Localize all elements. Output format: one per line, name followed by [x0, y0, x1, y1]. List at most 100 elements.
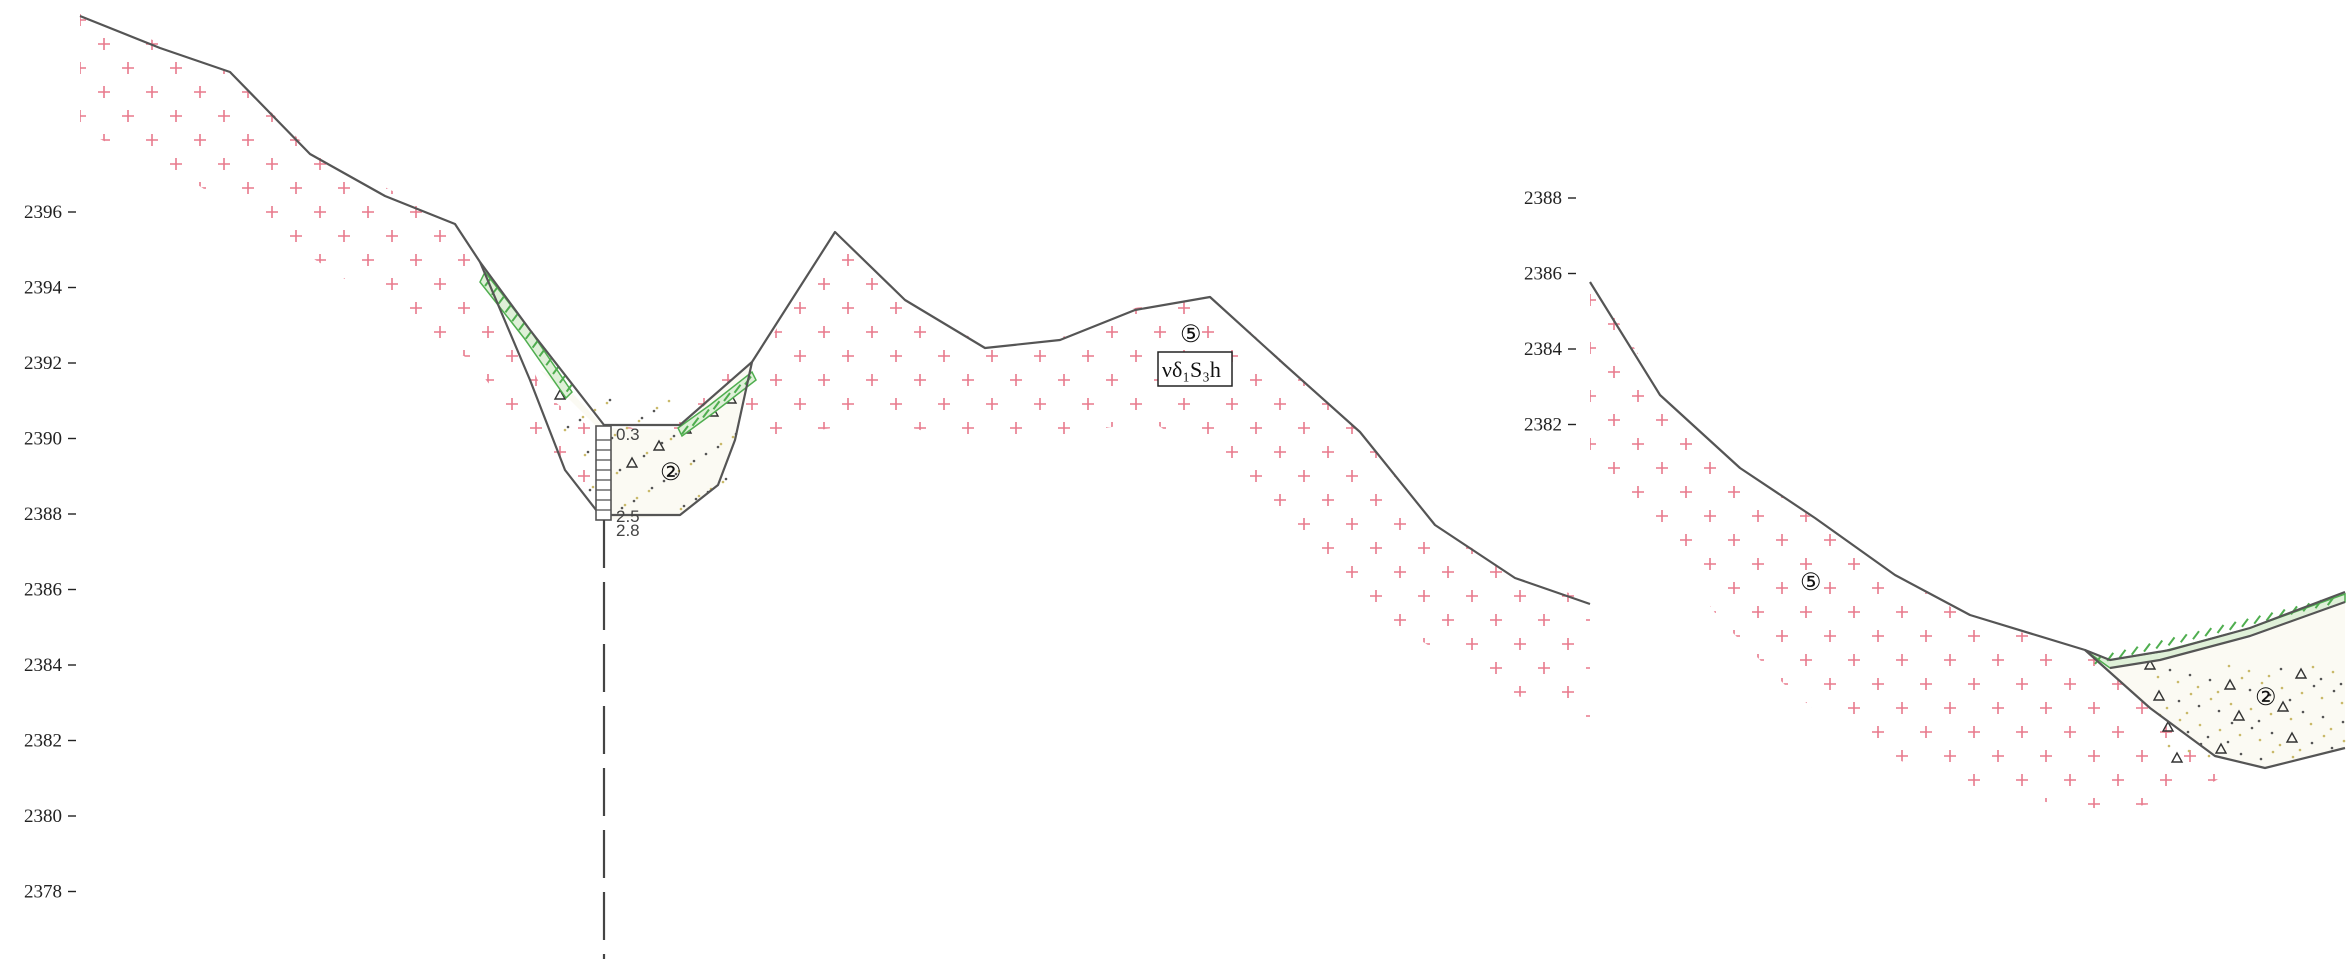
bedrock-cross: [1082, 446, 1094, 458]
bedrock-cross: [218, 14, 230, 26]
bedrock-cross: [554, 590, 566, 602]
bedrock-cross: [2208, 486, 2220, 498]
topsoil-hatch-stroke: [712, 400, 721, 410]
bedrock-cross: [722, 134, 734, 146]
bedrock-cross: [1322, 638, 1334, 650]
bedrock-cross: [650, 254, 662, 266]
bedrock-cross: [1466, 398, 1478, 410]
bedrock-cross: [866, 326, 878, 338]
bedrock-cross: [1418, 398, 1430, 410]
bedrock-cross: [1082, 494, 1094, 506]
bedrock-cross: [2040, 510, 2052, 522]
bedrock-cross: [1562, 62, 1574, 74]
bedrock-cross: [242, 662, 254, 674]
bedrock-cross: [458, 14, 470, 26]
bedrock-cross: [842, 14, 854, 26]
bedrock-cross: [1728, 774, 1740, 786]
bedrock-cross: [1872, 678, 1884, 690]
bedrock-cross: [1538, 566, 1550, 578]
bedrock-cross: [242, 566, 254, 578]
bedrock-cross: [1968, 390, 1980, 402]
bedrock-cross: [554, 62, 566, 74]
bedrock-cross: [746, 158, 758, 170]
gravel-dot: [724, 477, 728, 481]
bedrock-cross: [554, 494, 566, 506]
gravel-dot: [2259, 757, 2263, 761]
bedrock-cross: [194, 374, 206, 386]
bedrock-cross: [1058, 230, 1070, 242]
bedrock-cross: [1490, 278, 1502, 290]
bedrock-cross: [80, 158, 86, 170]
bedrock-cross: [1082, 302, 1094, 314]
bedrock-cross: [1154, 38, 1166, 50]
topsoil-hatch-stroke: [2167, 636, 2176, 647]
bedrock-cross: [362, 14, 374, 26]
bedrock-cross: [1944, 798, 1956, 810]
bedrock-cross: [866, 470, 878, 482]
bedrock-cross: [1920, 294, 1932, 306]
bedrock-cross: [1824, 486, 1836, 498]
bedrock-cross: [338, 182, 350, 194]
bedrock-cross: [1704, 702, 1716, 714]
bedrock-cross: [962, 134, 974, 146]
bedrock-cross: [578, 326, 590, 338]
bedrock-cross: [938, 398, 950, 410]
gravel-dot: [2301, 710, 2305, 714]
gravel-dot: [640, 416, 644, 420]
bedrock-cross: [2064, 678, 2076, 690]
bedrock-cross: [386, 134, 398, 146]
bedrock-cross: [1656, 750, 1668, 762]
bedrock-cross: [890, 158, 902, 170]
bedrock-cross: [1106, 614, 1118, 626]
bedrock-cross: [2112, 486, 2124, 498]
bedrock-cross: [2136, 414, 2148, 426]
bedrock-cross: [1586, 182, 1590, 194]
bedrock-cross: [338, 518, 350, 530]
bedrock-cross: [1848, 462, 1860, 474]
gravel-dot: [650, 486, 654, 490]
bedrock-cross: [1800, 750, 1812, 762]
bedrock-cross: [1968, 726, 1980, 738]
bedrock-cross: [1656, 318, 1668, 330]
bedrock-cross: [602, 398, 614, 410]
bedrock-cross: [1656, 510, 1668, 522]
bedrock-cross: [266, 206, 278, 218]
gravel-dot: [2321, 715, 2325, 719]
gravel-dot: [2329, 727, 2333, 731]
bedrock-cross: [986, 590, 998, 602]
left-axis-tick-label: 2392: [24, 353, 62, 374]
bedrock-cross: [1178, 686, 1190, 698]
bedrock-cross: [1968, 582, 1980, 594]
bedrock-cross: [458, 590, 470, 602]
bedrock-cross: [458, 398, 470, 410]
bedrock-cross: [1872, 582, 1884, 594]
bedrock-cross: [1680, 342, 1692, 354]
bedrock-cross: [1010, 566, 1022, 578]
bedrock-cross: [434, 278, 446, 290]
bedrock-cross: [266, 542, 278, 554]
bedrock-cross: [290, 518, 302, 530]
bedrock-cross: [338, 614, 350, 626]
bedrock-cross: [626, 662, 638, 674]
bedrock-cross: [80, 62, 86, 74]
bedrock-cross: [1872, 774, 1884, 786]
gravel-dot: [2289, 717, 2293, 721]
bedrock-cross: [218, 398, 230, 410]
bedrock-cross: [314, 494, 326, 506]
bedrock-cross: [2184, 798, 2196, 810]
bedrock-cross: [482, 374, 494, 386]
bedrock-cross: [1992, 462, 2004, 474]
bedrock-cross: [914, 422, 926, 434]
bedrock-cross: [746, 542, 758, 554]
bedrock-cross: [194, 422, 206, 434]
bedrock-cross: [218, 446, 230, 458]
bedrock-cross: [866, 662, 878, 674]
bedrock-cross: [146, 134, 158, 146]
bedrock-cross: [1728, 630, 1740, 642]
bedrock-cross: [98, 614, 110, 626]
bedrock-cross: [1154, 566, 1166, 578]
gravel-dot: [2230, 721, 2234, 725]
bedrock-cross: [1394, 374, 1406, 386]
bedrock-cross: [722, 38, 734, 50]
bedrock-cross: [1586, 38, 1590, 50]
